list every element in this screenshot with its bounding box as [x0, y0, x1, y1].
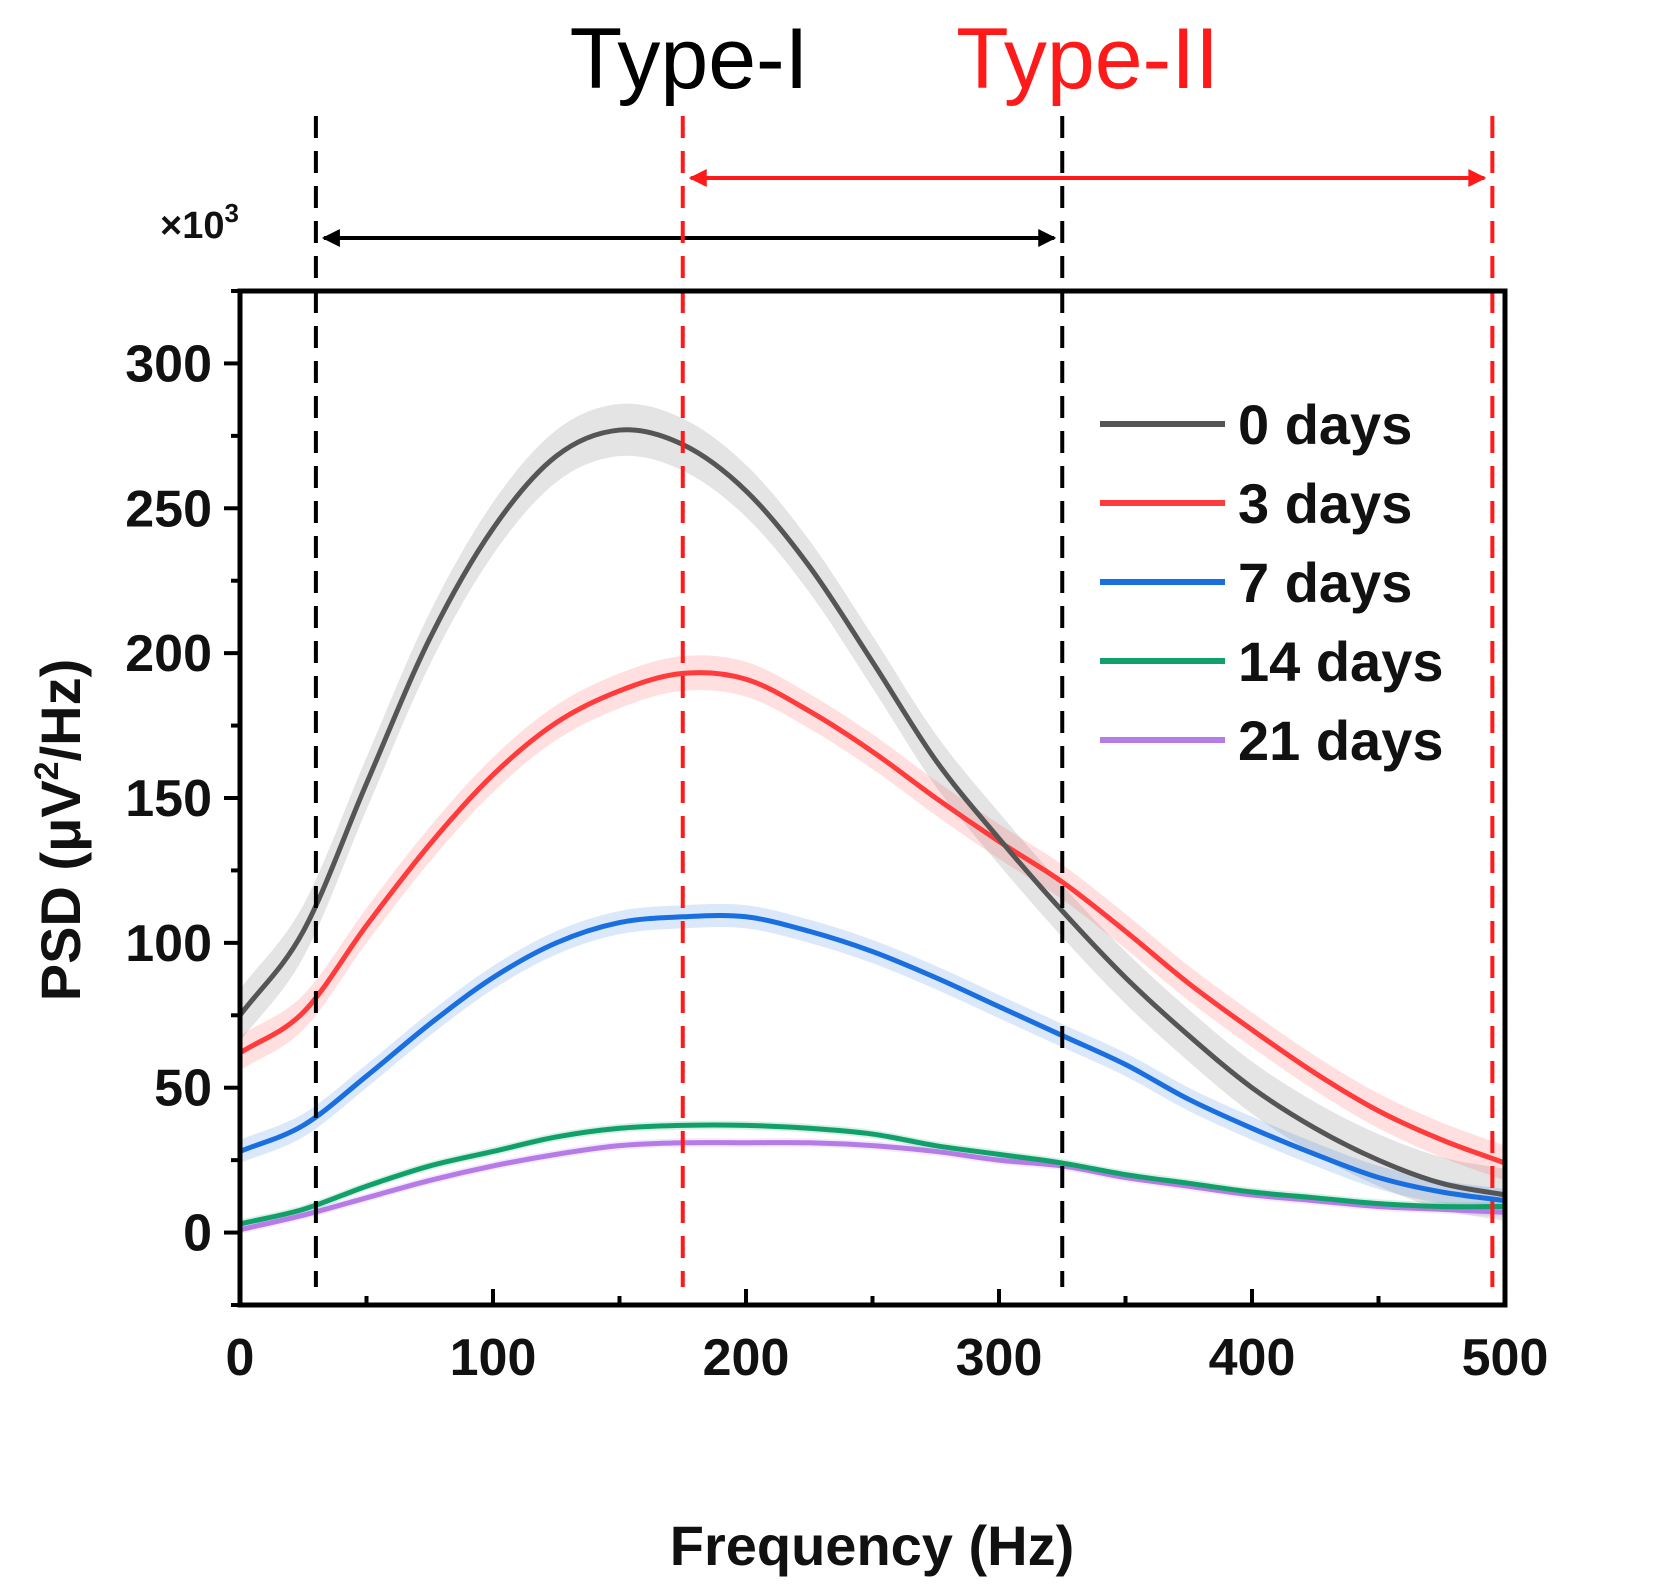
band-series-1 — [240, 655, 1505, 1181]
legend-label-1: 3 days — [1238, 472, 1412, 535]
y-axis-title-prefix: PSD (μV — [29, 780, 92, 1001]
line-series-0 — [240, 427, 1505, 1198]
series-lines — [240, 427, 1505, 1233]
y-tick-label: 0 — [183, 1205, 212, 1263]
region-label-0: Type-I — [570, 11, 809, 107]
axes: 0 100 200 300 400 500 0 50 100 150 200 250 300 — [125, 288, 1549, 1387]
legend-label-3: 14 days — [1238, 630, 1444, 693]
region-arrowhead-right-1 — [1468, 169, 1487, 187]
region-arrowhead-left-1 — [688, 169, 707, 187]
y-multiplier: ×103 — [160, 198, 239, 247]
legend-label-4: 21 days — [1238, 709, 1444, 772]
x-axis-title: Frequency (Hz) — [670, 1514, 1075, 1577]
line-series-2 — [240, 912, 1505, 1204]
line-series-4 — [240, 1140, 1505, 1233]
y-tick-label: 100 — [125, 915, 212, 973]
y-tick-label: 250 — [125, 480, 212, 538]
legend-label-0: 0 days — [1238, 393, 1412, 456]
x-tick-label: 0 — [226, 1329, 255, 1387]
x-tick-label: 500 — [1462, 1329, 1549, 1387]
y-multiplier-sup: 3 — [224, 198, 238, 228]
legend: 0 days 3 days 7 days 14 days 21 days — [1100, 393, 1444, 772]
region-label-1: Type-II — [956, 11, 1219, 107]
band-series-2 — [240, 903, 1505, 1213]
y-axis-title-suffix: /Hz) — [29, 659, 92, 762]
line-series-3 — [240, 1122, 1505, 1227]
x-tick-label: 300 — [956, 1329, 1043, 1387]
y-tick-label: 200 — [125, 625, 212, 683]
y-multiplier-prefix: ×10 — [160, 205, 224, 247]
band-series-0 — [240, 403, 1505, 1221]
y-tick-label: 50 — [154, 1060, 212, 1118]
y-axis-title: PSD (μV2/Hz) — [28, 659, 92, 1002]
x-tick-label: 100 — [450, 1329, 537, 1387]
region-arrowhead-right-0 — [1038, 229, 1057, 247]
region-markers: Type-I Type-II — [313, 11, 1495, 1287]
region-arrowhead-left-0 — [321, 229, 340, 247]
x-tick-label: 400 — [1209, 1329, 1296, 1387]
x-tick-label: 200 — [703, 1329, 790, 1387]
y-axis-title-sup: 2 — [28, 761, 66, 780]
legend-label-2: 7 days — [1238, 551, 1412, 614]
confidence-bands — [240, 403, 1505, 1235]
line-series-1 — [240, 670, 1505, 1166]
y-tick-label: 150 — [125, 770, 212, 828]
y-tick-label: 300 — [125, 335, 212, 393]
